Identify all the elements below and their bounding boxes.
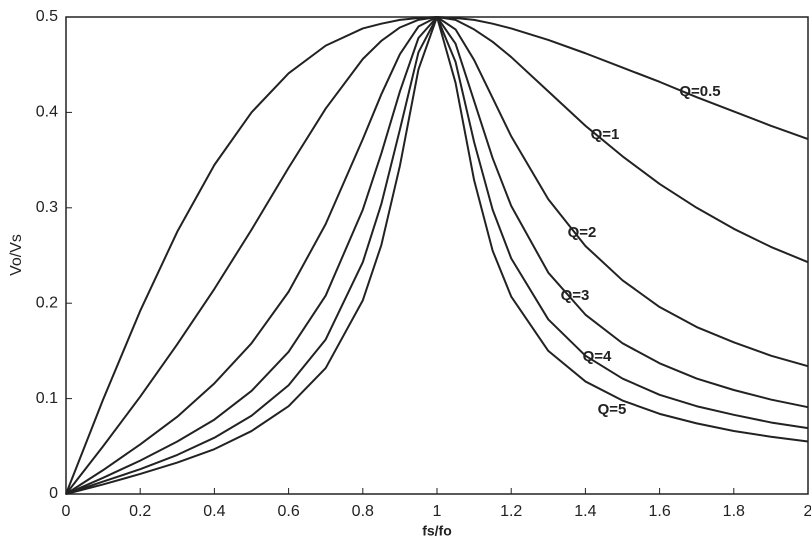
curve-label: Q=0.5 <box>679 83 720 100</box>
x-tick-label: 0.8 <box>352 503 374 520</box>
curve-label: Q=3 <box>561 287 590 304</box>
y-tick-label: 0 <box>49 485 58 502</box>
x-tick-label: 1.4 <box>574 503 596 520</box>
page: fs/fo Vo/Vs 0 0.2 0.4 0.6 0.8 1 1.2 1.4 1.6 1.8 2 0… <box>0 0 811 545</box>
curve-label: Q=1 <box>591 126 620 143</box>
x-tick-label: 0.2 <box>129 503 151 520</box>
y-tick-label: 0.2 <box>36 294 58 311</box>
chart: fs/fo Vo/Vs 0 0.2 0.4 0.6 0.8 1 1.2 1.4 1.6 1.8 2 0… <box>0 0 811 545</box>
x-tick-label: 0.4 <box>203 503 225 520</box>
y-axis-label: Vo/Vs <box>8 234 25 276</box>
curve-label: Q=2 <box>568 224 597 241</box>
x-tick-label: 1.2 <box>500 503 522 520</box>
background <box>0 0 811 545</box>
y-tick-label: 0.5 <box>36 8 58 25</box>
curve-label: Q=5 <box>598 401 627 418</box>
x-tick-label: 0 <box>62 503 71 520</box>
y-tick-label: 0.3 <box>36 199 58 216</box>
x-tick-label: 1.6 <box>648 503 670 520</box>
y-tick-label: 0.4 <box>36 104 58 121</box>
curve-label: Q=4 <box>583 348 612 365</box>
y-tick-label: 0.1 <box>36 390 58 407</box>
x-tick-label: 0.6 <box>277 503 299 520</box>
x-tick-label: 2 <box>804 503 811 520</box>
x-tick-label: 1 <box>433 503 442 520</box>
x-axis-label: fs/fo <box>422 523 452 539</box>
x-tick-label: 1.8 <box>723 503 745 520</box>
